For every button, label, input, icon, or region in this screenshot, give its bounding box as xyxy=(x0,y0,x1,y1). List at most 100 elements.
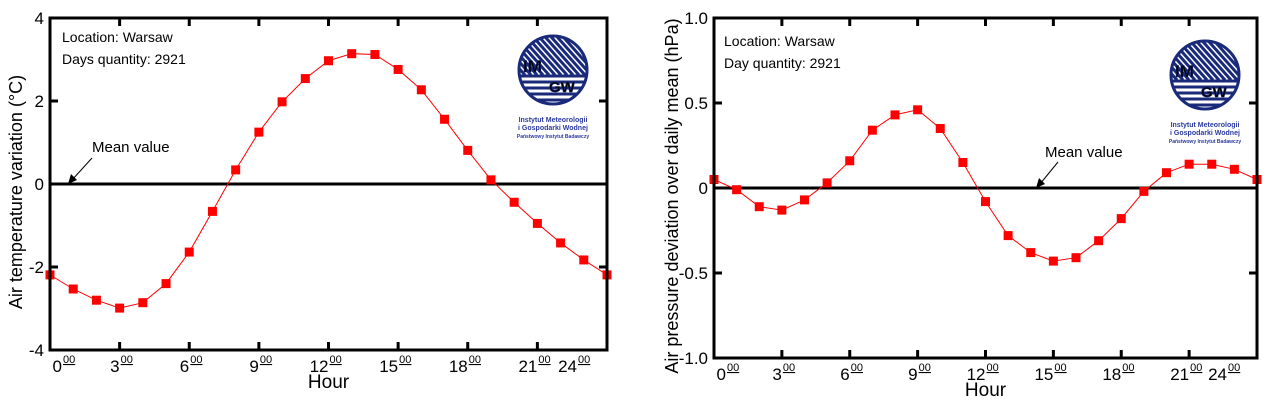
mean-arrow-line xyxy=(71,157,93,181)
x-tick-label-minutes: 00 xyxy=(260,354,272,366)
x-tick-label-minutes: 00 xyxy=(121,354,133,366)
data-point xyxy=(486,175,496,185)
x-tick-label-minutes: 00 xyxy=(190,354,202,366)
data-point xyxy=(1048,256,1058,266)
logo-caption: Instytut Meteorologii xyxy=(1171,122,1240,129)
logo-caption: Instytut Meteorologii xyxy=(519,117,588,124)
data-point xyxy=(347,49,357,59)
x-tick-label-minutes: 00 xyxy=(469,354,481,366)
data-point xyxy=(1116,214,1126,224)
y-tick-label: 0.5 xyxy=(684,94,708,113)
data-point xyxy=(324,56,333,66)
series-line xyxy=(49,53,608,309)
logo-stripe xyxy=(519,36,521,76)
x-axis-label: Hour xyxy=(308,372,350,393)
x-tick-label-minutes: 00 xyxy=(538,354,550,366)
logo-stripe xyxy=(1125,35,1165,80)
data-point xyxy=(579,255,589,265)
mean-value-label: Mean value xyxy=(92,139,170,156)
data-point xyxy=(981,197,990,207)
data-point xyxy=(867,125,877,135)
x-tick-label: 9 00 xyxy=(249,354,272,376)
data-point xyxy=(890,110,900,120)
x-tick-label: 24 00 xyxy=(558,354,590,376)
logo-stripe xyxy=(543,36,587,76)
x-tick-label: 12 00 xyxy=(967,362,999,384)
x-tick-label-minutes: 00 xyxy=(399,354,411,366)
x-tick-label: 24 00 xyxy=(1208,362,1240,384)
y-tick-label: -4 xyxy=(29,341,44,360)
logo-text-im: IM xyxy=(1175,62,1194,81)
x-tick-label-minutes: 00 xyxy=(919,362,931,374)
y-tick-label: 0 xyxy=(35,175,44,194)
x-tick-label-hour: 15 xyxy=(379,357,398,376)
x-tick-label-hour: 3 xyxy=(772,365,781,384)
y-axis-label: Air temperature variation (°C) xyxy=(6,75,26,309)
x-tick-label: 21 00 xyxy=(518,354,550,376)
x-tick-label-minutes: 00 xyxy=(783,362,795,374)
data-point xyxy=(207,206,217,216)
x-tick-label-minutes: 00 xyxy=(63,354,75,366)
logo-text-gw: GW xyxy=(1201,84,1228,101)
logo-caption: i Gospodarki Wodnej xyxy=(518,125,588,132)
data-point xyxy=(138,298,148,308)
y-tick-label: 4 xyxy=(35,9,44,28)
logo-text-gw: GW xyxy=(549,79,576,96)
x-tick-label-minutes: 00 xyxy=(1228,362,1240,374)
logo-stripe xyxy=(537,36,581,76)
data-point xyxy=(1184,159,1194,169)
x-tick-label-minutes: 00 xyxy=(987,362,999,374)
data-point xyxy=(935,124,945,133)
x-tick-label-minutes: 00 xyxy=(851,362,863,374)
data-point xyxy=(440,114,450,124)
logo-stripe xyxy=(593,30,633,75)
x-tick-label: 12 00 xyxy=(310,354,342,376)
logo-text-im: IM xyxy=(523,57,542,76)
data-point xyxy=(556,238,566,248)
logo-stripe xyxy=(1201,41,1239,81)
annotation-text: Location: Warsaw xyxy=(62,29,174,45)
logo-stripe xyxy=(473,30,513,75)
data-point xyxy=(532,218,542,228)
x-tick-label: 6 00 xyxy=(180,354,203,376)
logo-stripe xyxy=(1195,41,1239,81)
x-tick-label-hour: 12 xyxy=(310,357,329,376)
x-tick-label-minutes: 00 xyxy=(578,354,590,366)
x-tick-label: 15 00 xyxy=(1034,362,1066,384)
logo-caption: i Gospodarki Wodnej xyxy=(1170,130,1240,137)
logo-stripe xyxy=(1171,41,1191,81)
x-tick-label-hour: 21 xyxy=(1170,365,1189,384)
logo-stripe xyxy=(519,36,551,76)
x-tick-label-hour: 15 xyxy=(1034,365,1053,384)
mean-arrow-head xyxy=(68,174,77,184)
x-tick-label-hour: 12 xyxy=(967,365,986,384)
data-point xyxy=(1003,231,1013,241)
x-tick-label: 21 00 xyxy=(1170,362,1202,384)
data-point xyxy=(1026,248,1036,258)
data-point xyxy=(958,158,968,167)
data-point xyxy=(1139,186,1149,196)
plot-frame xyxy=(712,16,1259,360)
data-point xyxy=(1162,168,1171,178)
x-tick-label-minutes: 00 xyxy=(1190,362,1202,374)
mean-value-label: Mean value xyxy=(1045,144,1123,161)
x-tick-label-hour: 0 xyxy=(53,357,62,376)
x-tick-label-minutes: 00 xyxy=(1122,362,1134,374)
x-tick-label-hour: 24 xyxy=(1208,365,1227,384)
data-point xyxy=(115,303,125,313)
y-tick-label: -0.5 xyxy=(679,264,708,283)
data-point xyxy=(777,205,787,215)
data-point xyxy=(1094,236,1104,246)
annotation-text: Location: Warsaw xyxy=(724,33,836,49)
logo-stripe xyxy=(549,36,587,76)
mean-arrow-head xyxy=(1036,178,1045,188)
chart-2: -1.0-0.500.51.00 00 3 00 6 00 9 00 12 00 15 00 18 00 2… xyxy=(662,9,1262,401)
logo-caption: Państwowy Instytut Badawczy xyxy=(1169,139,1241,145)
logo-caption: Państwowy Instytut Badawczy xyxy=(517,134,589,140)
y-tick-label: 0 xyxy=(699,179,708,198)
logo-stripe xyxy=(1171,41,1203,81)
